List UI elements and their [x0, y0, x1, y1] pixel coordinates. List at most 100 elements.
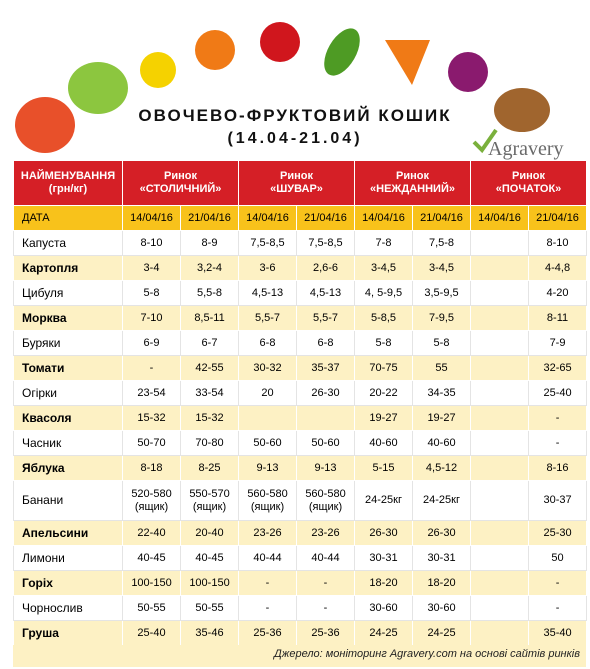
table-row: Буряки 6-9 6-7 6-8 6-8 5-8 5-8 7-9 [13, 330, 588, 356]
price-cell: 9-13 [296, 455, 355, 481]
price-cell: 18-20 [354, 570, 413, 596]
price-cell: 26-30 [354, 520, 413, 546]
price-cell: 30-37 [528, 480, 588, 521]
price-cell: 3-4,5 [354, 255, 413, 281]
price-cell: 6-8 [238, 330, 297, 356]
price-cell: 15-32 [180, 405, 239, 431]
product-name: Капуста [13, 230, 123, 256]
price-cell [470, 355, 530, 381]
price-cell: 5,5-7 [296, 305, 355, 331]
price-cell: 42-55 [180, 355, 239, 381]
price-cell [470, 380, 530, 406]
table-row: Горіх 100-150 100-150- -18-20 18-20- [13, 570, 588, 596]
price-cell: 30-60 [354, 595, 413, 621]
product-name: Яблука [13, 455, 123, 481]
product-name: Груша [13, 620, 123, 646]
price-cell: 560-580 (ящик) [238, 480, 297, 521]
fruit-illustration [15, 22, 550, 154]
date-cell: 21/04/16 [411, 205, 472, 231]
price-cell: 25-36 [238, 620, 297, 646]
price-cell: 560-580 (ящик) [296, 480, 355, 521]
product-name: Огірки [13, 380, 123, 406]
product-name: Банани [13, 480, 123, 521]
price-cell: 25-40 [528, 380, 588, 406]
price-cell: 520-580 (ящик) [122, 480, 181, 521]
price-cell [470, 430, 530, 456]
date-cell: 21/04/16 [296, 205, 355, 231]
product-name: Часник [13, 430, 123, 456]
price-cell: 8-10 [528, 230, 588, 256]
price-cell [470, 280, 530, 306]
price-cell: 30-31 [411, 545, 472, 571]
table-row: Огірки 23-54 33-54 20 26-30 20-22 34-35 25-40 [13, 380, 588, 406]
price-cell: 9-13 [238, 455, 297, 481]
price-cell: - [296, 570, 355, 596]
price-cell: 22-40 [122, 520, 181, 546]
title: ОВОЧЕВО-ФРУКТОВИЙ КОШИК [138, 106, 452, 125]
table-row: Груша 25-40 35-46 25-36 25-36 24-25 24-25 35-40 [13, 620, 588, 646]
price-cell [470, 620, 530, 646]
price-cell: 4,5-13 [238, 280, 297, 306]
price-cell [470, 405, 530, 431]
price-cell: 8-10 [122, 230, 181, 256]
price-cell [470, 570, 530, 596]
price-cell: - [528, 570, 588, 596]
price-cell: 25-30 [528, 520, 588, 546]
price-cell: 5-8 [411, 330, 472, 356]
price-cell: 70-80 [180, 430, 239, 456]
price-cell: 33-54 [180, 380, 239, 406]
price-cell [470, 330, 530, 356]
price-cell: 8-11 [528, 305, 588, 331]
price-cell: 55 [411, 355, 472, 381]
price-cell: 18-20 [411, 570, 472, 596]
price-cell: 50-60 [296, 430, 355, 456]
price-cell: 50 [528, 545, 588, 571]
price-cell [470, 230, 530, 256]
date-label: ДАТА [13, 205, 123, 231]
date-cell: 21/04/16 [528, 205, 588, 231]
price-cell: 3,2-4 [180, 255, 239, 281]
price-cell: 23-54 [122, 380, 181, 406]
date-cell: 21/04/16 [180, 205, 239, 231]
table-row: Квасоля 15-32 15-32 19-27 19-27- [13, 405, 588, 431]
price-cell: 7-9,5 [411, 305, 472, 331]
price-table: НАЙМЕНУВАННЯ (грн/кг) Ринок «СТОЛИЧНИЙ» Ри… [13, 160, 588, 646]
price-cell: 40-45 [180, 545, 239, 571]
price-cell: 6-9 [122, 330, 181, 356]
table-row: Капуста 8-10 8-9 7,5-8,5 7,5-8,5 7-8 7,5-8 8-10 [13, 230, 588, 256]
price-cell: 35-46 [180, 620, 239, 646]
price-cell: 7,5-8,5 [238, 230, 297, 256]
product-name: Чорнослив [13, 595, 123, 621]
price-cell: 50-60 [238, 430, 297, 456]
product-name: Цибуля [13, 280, 123, 306]
price-cell: 40-60 [411, 430, 472, 456]
market-header: Ринок «ПОЧАТОК» [470, 160, 588, 206]
price-cell: 2,6-6 [296, 255, 355, 281]
price-cell: 8-25 [180, 455, 239, 481]
price-cell: 26-30 [411, 520, 472, 546]
price-cell: 3-4 [122, 255, 181, 281]
logo: Agravery [488, 138, 564, 160]
source: Джерело: моніторинг Agravery.com на осно… [274, 648, 580, 660]
price-cell: 4-4,8 [528, 255, 588, 281]
price-cell [470, 480, 530, 521]
price-cell: 4,5-13 [296, 280, 355, 306]
price-cell: 100-150 [122, 570, 181, 596]
price-cell: 5-8 [354, 330, 413, 356]
market-header: Ринок «ШУВАР» [238, 160, 355, 206]
price-cell: 23-26 [238, 520, 297, 546]
price-cell: 30-31 [354, 545, 413, 571]
price-cell: 20-22 [354, 380, 413, 406]
footer-band [13, 645, 586, 667]
price-cell: 26-30 [296, 380, 355, 406]
product-name: Буряки [13, 330, 123, 356]
date-cell: 14/04/16 [354, 205, 413, 231]
price-cell: 30-32 [238, 355, 297, 381]
price-cell: - [528, 430, 588, 456]
price-cell: 50-55 [180, 595, 239, 621]
price-cell: - [238, 595, 297, 621]
price-cell [470, 255, 530, 281]
table-row: Томати -42-55 30-32 35-37 70-75 55 32-65 [13, 355, 588, 381]
price-cell [470, 545, 530, 571]
product-name: Томати [13, 355, 123, 381]
